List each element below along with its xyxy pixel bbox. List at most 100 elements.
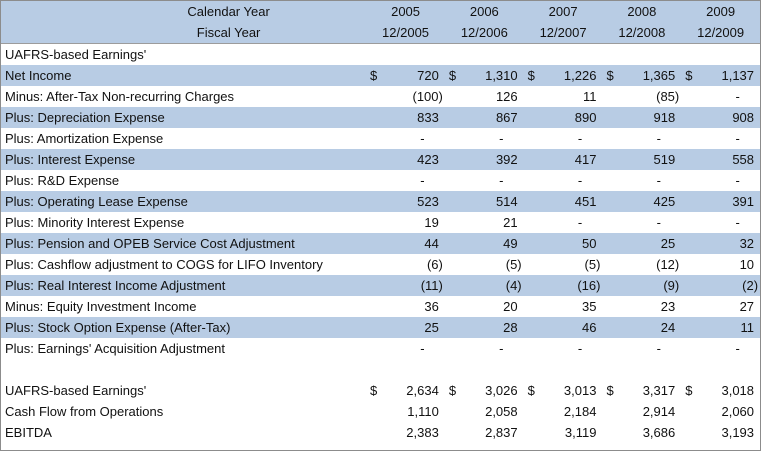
currency-symbol — [366, 254, 384, 275]
value-cell: (16) — [524, 275, 603, 296]
value-cell: 50 — [524, 233, 603, 254]
value-cell: (9) — [602, 275, 681, 296]
value-cell: 35 — [524, 296, 603, 317]
currency-symbol — [524, 149, 542, 170]
currency-symbol — [366, 338, 384, 359]
value-cell: $1,137 — [681, 65, 760, 86]
currency-symbol — [366, 170, 384, 191]
year-2008: 2008 — [627, 4, 657, 19]
table-row: Plus: Pension and OPEB Service Cost Adju… — [1, 233, 760, 254]
value-cell: 514 — [445, 191, 524, 212]
currency-symbol — [524, 212, 542, 233]
cell-value: - — [656, 215, 661, 230]
value-cell: 126 — [445, 86, 524, 107]
value-cell: - — [524, 212, 603, 233]
cell-value: 3,026 — [485, 383, 518, 398]
value-cell: 2,058 — [445, 401, 524, 422]
currency-symbol — [445, 317, 463, 338]
cell-value: 890 — [574, 110, 597, 125]
currency-symbol — [681, 86, 699, 107]
currency-symbol — [602, 86, 620, 107]
cell-value: 1,110 — [407, 404, 439, 419]
currency-symbol — [445, 170, 463, 191]
cell-value: - — [656, 341, 661, 356]
currency-symbol — [366, 422, 384, 443]
spacer-row — [1, 359, 760, 380]
cell-value: 2,837 — [485, 425, 518, 440]
value-cell: $3,317 — [602, 380, 681, 401]
currency-symbol: $ — [370, 383, 378, 398]
cell-value: 23 — [660, 299, 676, 314]
value-cell: (5) — [524, 254, 603, 275]
section-title: UAFRS-based Earnings' — [5, 47, 147, 62]
cell-value: 2,634 — [406, 383, 439, 398]
currency-symbol: $ — [527, 68, 535, 83]
value-cell: 867 — [445, 107, 524, 128]
currency-symbol: $ — [527, 383, 535, 398]
currency-symbol: $ — [448, 68, 457, 83]
currency-symbol — [524, 128, 542, 149]
value-cell: - — [366, 170, 445, 191]
currency-symbol — [366, 86, 384, 107]
fiscal-year-label: Fiscal Year — [196, 25, 261, 40]
value-cell: 908 — [681, 107, 760, 128]
value-cell: 27 — [681, 296, 760, 317]
currency-symbol — [366, 107, 384, 128]
calendar-year-label: Calendar Year — [187, 4, 270, 19]
cell-value: 3,119 — [564, 425, 597, 440]
value-cell: 392 — [445, 149, 524, 170]
cell-value: 918 — [653, 110, 676, 125]
value-cell: (2) — [681, 275, 760, 296]
cell-value: (85) — [656, 89, 680, 104]
cell-value: - — [577, 341, 583, 356]
value-cell: 417 — [524, 149, 603, 170]
cell-value: 1,365 — [642, 68, 676, 83]
currency-symbol: $ — [606, 68, 614, 83]
currency-symbol — [524, 254, 542, 275]
row-label: UAFRS-based Earnings' — [5, 383, 147, 398]
cell-value: 11 — [740, 320, 755, 335]
value-cell: 425 — [602, 191, 681, 212]
value-cell: (5) — [445, 254, 524, 275]
currency-symbol — [445, 296, 463, 317]
currency-symbol — [366, 128, 384, 149]
cell-value: - — [499, 341, 504, 356]
currency-symbol — [681, 275, 699, 296]
cell-value: (6) — [426, 257, 443, 272]
currency-symbol — [602, 254, 620, 275]
value-cell: 3,119 — [524, 422, 603, 443]
table-row: EBITDA 2,383 2,837 3,119 3,686 3,193 — [1, 422, 760, 443]
cell-value: 3,018 — [721, 383, 755, 398]
cell-value: 2,184 — [563, 404, 597, 419]
currency-symbol: $ — [448, 383, 457, 398]
currency-symbol — [602, 401, 620, 422]
table-row: Minus: After-Tax Non-recurring Charges (1… — [1, 86, 760, 107]
currency-symbol — [445, 191, 463, 212]
value-cell: 558 — [681, 149, 760, 170]
value-cell: 3,193 — [681, 422, 760, 443]
value-cell: (4) — [445, 275, 524, 296]
cell-value: 2,383 — [406, 425, 439, 440]
cell-value: 558 — [732, 152, 755, 167]
currency-symbol — [602, 233, 620, 254]
currency-symbol — [445, 233, 463, 254]
cell-value: - — [735, 341, 740, 356]
cell-value: (5) — [584, 257, 601, 272]
year-2005: 2005 — [391, 4, 421, 19]
value-cell: 49 — [445, 233, 524, 254]
currency-symbol — [366, 149, 384, 170]
value-cell: $1,310 — [445, 65, 524, 86]
cell-value: (9) — [663, 278, 680, 293]
currency-symbol — [366, 296, 384, 317]
currency-symbol — [681, 317, 699, 338]
year-2007: 2007 — [548, 4, 578, 19]
row-label: Plus: R&D Expense — [5, 173, 120, 188]
cell-value: (12) — [656, 257, 680, 272]
currency-symbol: $ — [370, 68, 378, 83]
cell-value: 2,914 — [642, 404, 676, 419]
currency-symbol — [366, 275, 384, 296]
value-cell: $3,013 — [524, 380, 603, 401]
currency-symbol — [445, 401, 463, 422]
cell-value: - — [420, 341, 425, 356]
currency-symbol — [445, 212, 463, 233]
